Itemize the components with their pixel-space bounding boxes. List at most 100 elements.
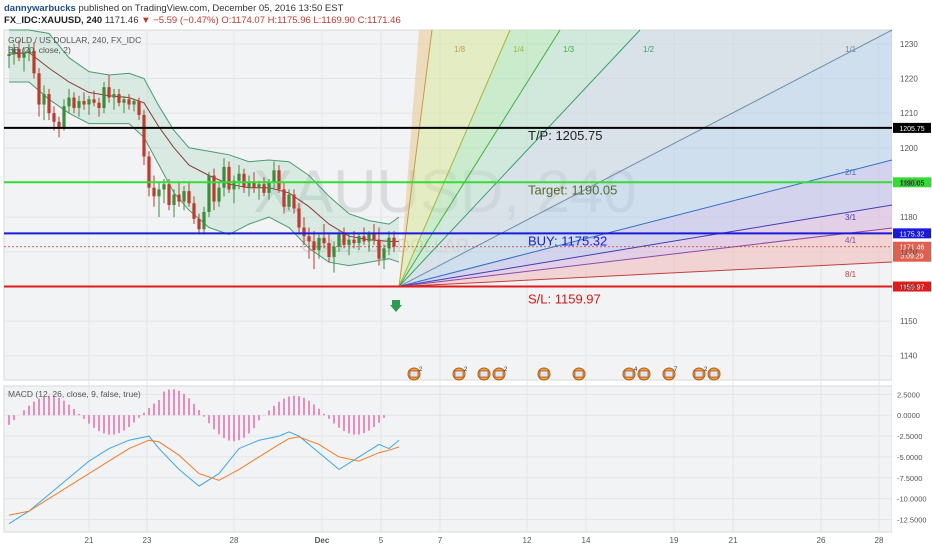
- candle-body: [227, 166, 231, 190]
- candle-body: [287, 194, 291, 207]
- candle-body: [152, 187, 156, 197]
- time-tick-label: Dec: [315, 536, 330, 545]
- gann-fan-label: 1/1: [845, 45, 857, 54]
- us-flag-icon: [639, 370, 649, 378]
- gann-fan-line: [398, 159, 893, 288]
- candle-body: [197, 218, 201, 230]
- candle-body: [292, 194, 296, 209]
- time-tick-label: 21: [85, 536, 94, 545]
- candle-body: [257, 184, 261, 188]
- price-levels[interactable]: T/P: 1205.75 1205.75 Target: 1190.05 1190.0…: [4, 122, 931, 307]
- event-count: 2: [504, 367, 508, 373]
- time-tick-label: 5: [379, 536, 384, 545]
- candle-body: [137, 101, 141, 115]
- bollinger-middle: [8, 51, 399, 242]
- level-axis-label: 1205.75: [899, 126, 924, 133]
- down-arrow-icon: ▼: [141, 15, 151, 26]
- price-tick-label: 1220: [900, 75, 918, 84]
- current-price-badge: [893, 241, 931, 262]
- candle-body: [357, 236, 361, 244]
- level-axis-label: 1190.05: [900, 180, 925, 187]
- candle-body: [372, 232, 376, 240]
- ohlc-high: H:1175.96: [267, 15, 311, 26]
- candle-body: [217, 187, 221, 202]
- gann-fan-line: [398, 29, 561, 287]
- last-price: 1171.46: [104, 15, 139, 26]
- candle-body: [202, 211, 206, 230]
- us-flag-icon: [409, 370, 419, 378]
- gann-fan-line: [398, 204, 893, 288]
- gann-fan-line: [398, 261, 893, 288]
- us-flag-icon: [574, 370, 584, 378]
- candle-body: [222, 166, 226, 188]
- price-tick-label: 1230: [900, 40, 918, 49]
- macd-tick-label: -12.5000: [897, 515, 927, 524]
- time-tick-label: 21: [729, 536, 738, 545]
- candle-body: [162, 184, 166, 190]
- candle-body: [147, 156, 151, 188]
- gann-fan-label: 2/1: [845, 168, 857, 177]
- event-count: 2: [704, 367, 708, 373]
- candle-body: [192, 203, 196, 219]
- candle-body: [187, 191, 191, 204]
- level-axis-label: 1175.32: [900, 231, 925, 238]
- candle-body: [327, 243, 331, 257]
- symbol-label: FX_IDC:XAUUSD, 240: [4, 15, 103, 26]
- candle-body: [322, 237, 326, 244]
- candle-body: [262, 184, 266, 193]
- time-tick-label: 26: [817, 536, 826, 545]
- gann-fan-line: [398, 29, 433, 287]
- time-tick-label: 23: [143, 536, 152, 545]
- time-tick-label: 12: [523, 536, 532, 545]
- time-tick-label: 7: [438, 536, 443, 545]
- gann-fan-label: 1/3: [563, 45, 575, 54]
- ohlc-close: C:1171.46: [357, 15, 401, 26]
- gann-fan-label: 1/2: [643, 45, 655, 54]
- candle-body: [17, 49, 21, 58]
- time-tick-label: 19: [670, 536, 679, 545]
- level-axis-badge: [893, 122, 931, 133]
- candle-body: [317, 237, 321, 251]
- level-axis-badge: [893, 228, 931, 239]
- gann-fan-line: [398, 227, 893, 288]
- candle-body: [332, 246, 336, 257]
- candle-body: [117, 94, 121, 103]
- candle-body: [177, 194, 181, 202]
- candle-body: [212, 175, 216, 202]
- candle-body: [367, 232, 371, 242]
- economic-events[interactable]: 2 2 2 4 7 2: [407, 367, 721, 381]
- candle-body: [237, 173, 241, 181]
- gann-fan[interactable]: 1/8 1/4 1/3 1/2 1/1 2/1 3/1 4/1 8/1: [398, 29, 893, 288]
- candle-body: [102, 87, 106, 108]
- price-tick-label: 1190: [900, 178, 918, 187]
- price-axis[interactable]: [892, 30, 932, 532]
- candle-body: [307, 236, 311, 242]
- us-flag-icon: [664, 370, 674, 378]
- level-axis-label: 1159.97: [900, 285, 925, 292]
- author-link[interactable]: dannywarbucks: [4, 3, 76, 14]
- candle-body: [352, 239, 356, 244]
- candle-body: [77, 101, 81, 108]
- macd-pane[interactable]: [3, 385, 893, 533]
- candle-body: [52, 113, 56, 122]
- us-flag-icon: [479, 370, 489, 378]
- candle-body: [92, 99, 96, 103]
- gann-fan-line: [398, 29, 893, 287]
- candle-body: [122, 99, 126, 103]
- level-label: S/L: 1159.97: [528, 292, 601, 307]
- candle-body: [57, 121, 61, 128]
- macd-tick-label: 2.5000: [897, 390, 920, 399]
- price-tick-label: 1210: [900, 109, 918, 118]
- price-change: −5.59 (−0.47%): [153, 15, 219, 26]
- ohlc-header: FX_IDC:XAUUSD, 240 1171.46 ▼ −5.59 (−0.4…: [4, 15, 401, 26]
- candle-body: [32, 50, 36, 74]
- candle-body: [302, 227, 306, 237]
- candle-body: [87, 99, 91, 105]
- candle-body: [232, 180, 236, 190]
- candle-body: [142, 114, 146, 157]
- ohlc-low: L:1169.90: [313, 15, 355, 26]
- main-legend: GOLD / US DOLLAR, 240, FX_IDC: [8, 35, 141, 45]
- level-label: Target: 1190.05: [528, 182, 617, 197]
- candle-body: [12, 49, 16, 55]
